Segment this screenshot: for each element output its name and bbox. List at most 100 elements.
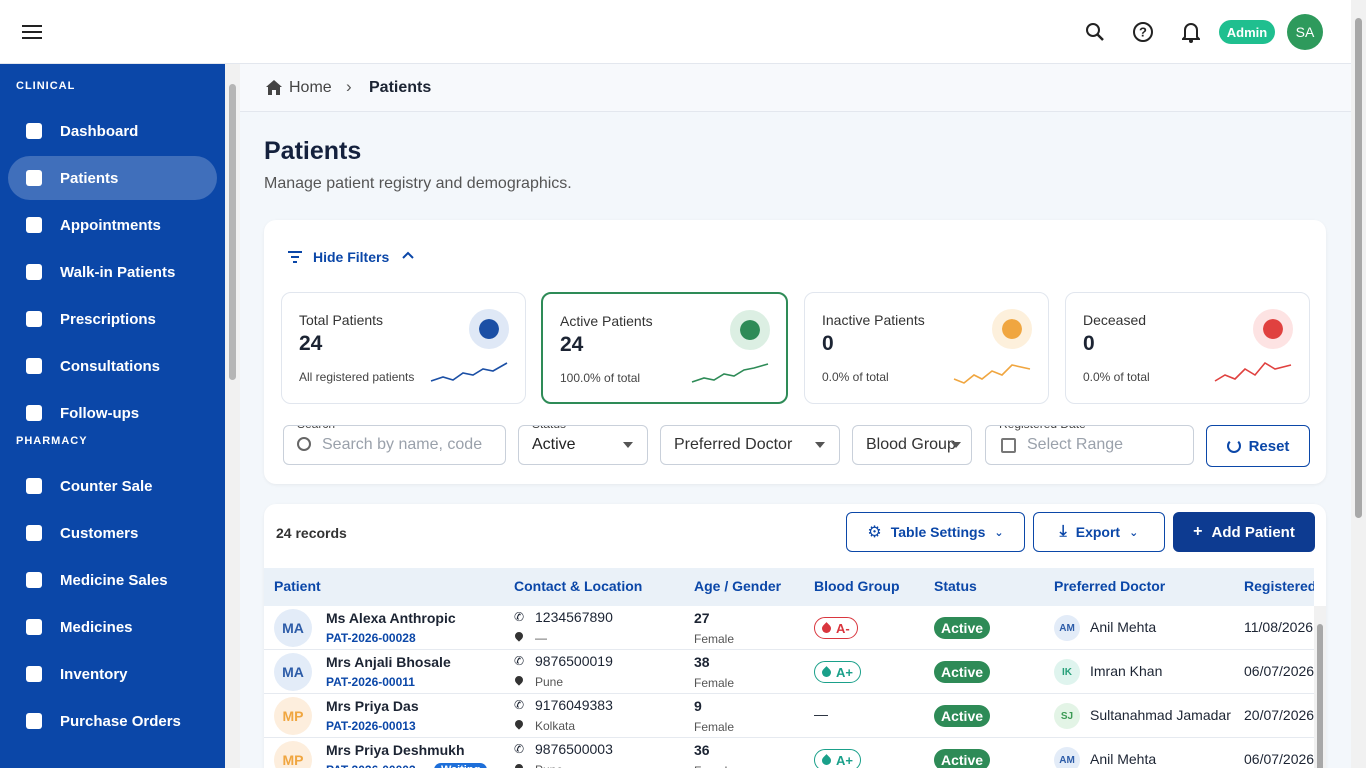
filter-icon [288,251,302,263]
table-row[interactable]: MP Mrs Priya Deshmukh PAT-2026-00003 Waitin… [264,738,1314,768]
stat-card: Active Patients 24 100.0% of total [541,292,788,404]
stat-label: Inactive Patients [822,312,925,328]
table-scrollbar [1314,606,1326,768]
search-field[interactable]: Search Search by name, code [283,425,506,465]
notifications-button[interactable] [1182,21,1200,43]
caret [951,442,961,453]
nav-label: Customers [60,524,139,542]
breadcrumb-link[interactable]: Home [289,79,332,96]
column-header: Contact & Location [514,578,643,594]
nav-icon [26,123,42,139]
stat-icon [1253,309,1293,349]
date-field[interactable]: Registered Date Select Range [985,425,1194,465]
field-caption: Search [294,426,339,431]
patient-code: PAT-2026-00028 [326,631,416,645]
doctor-select[interactable]: Preferred Doctor [660,425,840,465]
menu-button[interactable] [22,24,42,40]
location: Kolkata [535,719,576,733]
patient-avatar: MA [274,609,312,647]
nav-item[interactable]: Consultations [8,344,217,388]
blood-placeholder: Blood Group [866,436,956,453]
nav-item[interactable]: Prescriptions [8,297,217,341]
breadcrumb: Home › Patients [240,64,1351,112]
button-label: Add Patient [1211,523,1295,541]
nav-item[interactable]: Walk-in Patients [8,250,217,294]
filter-card: Hide Filters Total Patients 24 All registe… [264,220,1326,484]
phone-icon: ✆ [514,610,525,624]
location: — [535,631,547,645]
search-button[interactable] [1085,22,1105,42]
table-body: MA Ms Alexa Anthropic PAT-2026-00028 ✆ 12345… [264,606,1314,768]
phone: 1234567890 [535,609,613,625]
status-pill: Active [934,749,991,768]
page-title: Patients [264,137,362,165]
nav-item[interactable]: Medicine Sales [8,558,217,602]
doctor-avatar: SJ [1054,703,1080,729]
column-header: Patient [274,578,321,594]
nav-icon [26,713,42,729]
caret [815,442,825,453]
patient-code: PAT-2026-00011 [326,675,415,689]
blood-select[interactable]: Blood Group [852,425,972,465]
patient-avatar: MA [274,653,312,691]
nav-icon [26,525,42,541]
nav-item[interactable]: Medicines [8,605,217,649]
reset-icon [1226,439,1241,453]
nav-label: Walk-in Patients [60,263,176,281]
help-button[interactable]: ? [1132,21,1154,43]
nav-item[interactable]: Follow-ups [8,391,217,435]
patient-name: Ms Alexa Anthropic [326,610,456,626]
stat-icon [469,309,509,349]
table-row[interactable]: MA Mrs Anjali Bhosale PAT-2026-00011 ✆ 98765… [264,650,1314,694]
nav-item[interactable]: Patients [8,156,217,200]
page-subtitle: Manage patient registry and demographics… [264,175,572,192]
table-row[interactable]: MA Ms Alexa Anthropic PAT-2026-00028 ✆ 12345… [264,606,1314,650]
nav-item[interactable]: Inventory [8,652,217,696]
status-select[interactable]: Status Active [518,425,648,465]
status-pill: Active [934,617,991,639]
age: 27 [694,610,710,626]
table-header: Patient Contact & Location Age / Gender Blo… [264,568,1314,606]
column-header: Preferred Doctor [1054,578,1166,594]
reset-button[interactable]: Reset [1206,425,1310,467]
stat-value: 0 [1083,332,1095,355]
patient-name: Mrs Priya Das [326,698,419,714]
doctor-placeholder: Preferred Doctor [674,436,793,453]
gender: Female [694,720,735,734]
filter-toggle[interactable]: Hide Filters [313,249,390,265]
toolbar-button[interactable]: ⚙ Table Settings ⌄ [846,512,1025,552]
nav-label: Patients [60,169,119,187]
blood-group: A+ [836,752,853,768]
nav-item[interactable]: Appointments [8,203,217,247]
patient-code: PAT-2026-00013 [326,719,416,733]
nav-item[interactable]: Customers [8,511,217,555]
table-row[interactable]: MP Mrs Priya Das PAT-2026-00013 ✆ 9176049383… [264,694,1314,738]
toolbar-button[interactable]: ⤓ Export ⌄ [1033,512,1165,552]
reset-label: Reset [1248,437,1290,455]
patient-name: Mrs Priya Deshmukh [326,742,465,758]
toolbar-button[interactable]: + Add Patient [1173,512,1315,552]
status-pill: Active [934,705,991,727]
nav-icon [26,405,42,421]
stat-card: Deceased 0 0.0% of total [1065,292,1310,404]
age: 9 [694,698,702,714]
blood-group: A- [836,620,850,636]
nav-icon [26,217,42,233]
doctor-avatar: AM [1054,747,1080,768]
nav-item[interactable]: Dashboard [8,109,217,153]
gender: Female [694,676,735,690]
search-placeholder: Search by name, code [322,436,483,453]
section-title: PHARMACY [16,435,88,447]
drop-icon [820,621,833,635]
button-label: Export [1075,524,1121,540]
patient-name: Mrs Anjali Bhosale [326,654,451,670]
sparkline [953,364,1031,384]
stat-note: All registered patients [299,370,415,384]
nav-item[interactable]: Counter Sale [8,464,217,508]
nav-label: Counter Sale [60,477,153,495]
nav-item[interactable]: Purchase Orders [8,699,217,743]
section-title: CLINICAL [16,80,76,92]
user-avatar[interactable]: SA [1287,14,1323,50]
button-label: Table Settings [890,524,986,540]
